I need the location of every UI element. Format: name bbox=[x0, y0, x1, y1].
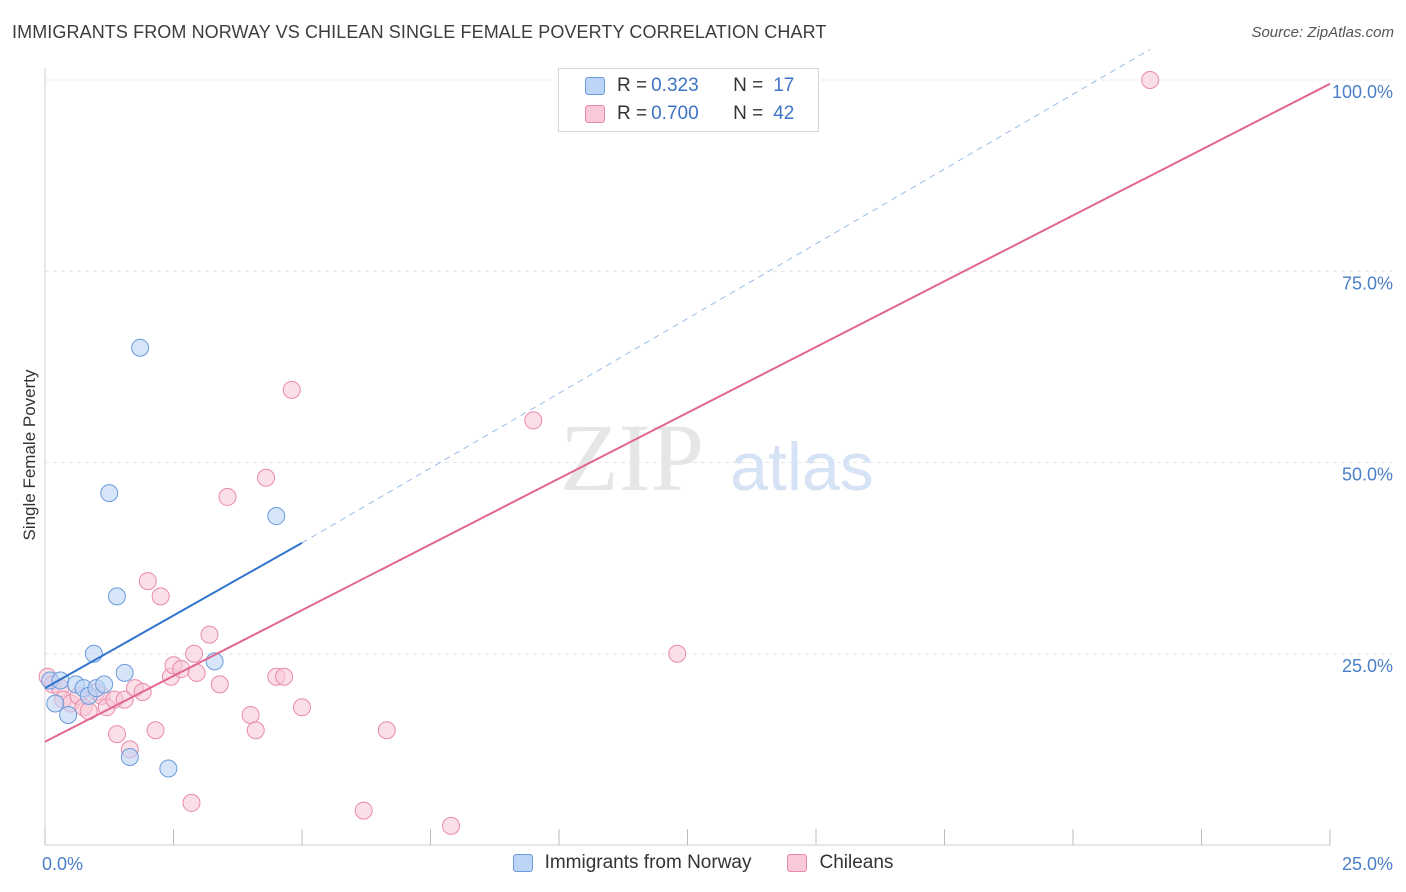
norway-n-label: N = bbox=[733, 75, 764, 96]
norway-r-label: R = bbox=[617, 75, 648, 96]
norway-point-1 bbox=[46, 694, 65, 713]
chile-swatch bbox=[585, 105, 605, 123]
chile-point-37 bbox=[377, 721, 396, 740]
legend-item-norway[interactable]: Immigrants from Norway bbox=[512, 852, 752, 874]
tick-labels: 25.0% 50.0% 75.0% 100.0% 0.0% 25.0% bbox=[42, 82, 1393, 874]
norway-point-9 bbox=[95, 675, 114, 694]
trend-lines bbox=[44, 48, 1331, 743]
norway-n-value: 17 bbox=[773, 75, 795, 96]
y-tick-label-0: 25.0% bbox=[1342, 656, 1393, 676]
chile-point-27 bbox=[210, 675, 229, 694]
chile-n-label: N = bbox=[733, 103, 764, 124]
source-credit: Source: ZipAtlas.com bbox=[1251, 24, 1394, 41]
norway-r-value: 0.323 bbox=[651, 75, 699, 96]
chile-point-24 bbox=[185, 644, 204, 663]
chile-point-39 bbox=[524, 411, 543, 430]
norway-point-12 bbox=[115, 663, 134, 682]
chile-point-33 bbox=[275, 667, 294, 686]
legend-item-chileans[interactable]: Chileans bbox=[787, 852, 893, 874]
norway-point-14 bbox=[131, 338, 150, 357]
norway-swatch bbox=[585, 77, 605, 95]
y-tick-label-3: 100.0% bbox=[1332, 82, 1393, 102]
chile-point-38 bbox=[442, 816, 461, 835]
chile-point-12 bbox=[107, 725, 126, 744]
watermark: ZIP atlas bbox=[560, 404, 874, 511]
chile-point-30 bbox=[246, 721, 265, 740]
chileans-points bbox=[38, 71, 1160, 835]
norway-point-15 bbox=[159, 759, 178, 778]
legend-row-norway: R = 0.323 N = 17 bbox=[585, 73, 794, 99]
chile-legend-label: Chileans bbox=[819, 852, 894, 873]
watermark-atlas: atlas bbox=[730, 429, 874, 505]
y-tick-label-2: 75.0% bbox=[1342, 273, 1393, 293]
y-tick-label-1: 50.0% bbox=[1342, 465, 1393, 485]
chile-point-29 bbox=[241, 705, 260, 724]
legend-row-chile: R = 0.700 N = 42 bbox=[585, 101, 794, 127]
chile-point-28 bbox=[218, 487, 237, 506]
chile-point-35 bbox=[293, 698, 311, 717]
chile-point-40 bbox=[668, 644, 687, 663]
chile-point-19 bbox=[151, 587, 170, 606]
chile-r-value: 0.700 bbox=[651, 103, 699, 124]
x-tick-label-1: 25.0% bbox=[1342, 854, 1393, 874]
chile-point-17 bbox=[138, 572, 157, 591]
norway-point-10 bbox=[100, 484, 119, 503]
norway-point-13 bbox=[120, 748, 139, 767]
norway-point-11 bbox=[107, 587, 126, 606]
norway-legend-swatch bbox=[512, 854, 533, 872]
norway-trend-extension bbox=[301, 48, 1151, 544]
norway-point-3 bbox=[59, 705, 78, 724]
chile-n-value: 42 bbox=[773, 103, 795, 124]
chile-point-36 bbox=[354, 801, 373, 820]
y-axis-label: Single Female Poverty bbox=[20, 369, 39, 541]
norway-point-17 bbox=[267, 507, 286, 526]
chile-point-26 bbox=[200, 625, 219, 644]
norway-legend-label: Immigrants from Norway bbox=[544, 852, 752, 873]
chile-trend-line bbox=[44, 82, 1331, 743]
chile-point-34 bbox=[282, 380, 301, 399]
chile-point-41 bbox=[1141, 71, 1160, 89]
chile-point-18 bbox=[146, 721, 165, 740]
chile-point-23 bbox=[182, 793, 201, 812]
correlation-legend: R = 0.323 N = 17 R = 0.700 N = 42 bbox=[558, 68, 819, 132]
x-tick-label-0: 0.0% bbox=[42, 854, 83, 874]
axes bbox=[44, 68, 1331, 846]
series-legend: Immigrants from Norway Chileans bbox=[0, 852, 1406, 874]
watermark-zip: ZIP bbox=[560, 404, 704, 511]
chart-title: IMMIGRANTS FROM NORWAY VS CHILEAN SINGLE… bbox=[12, 22, 827, 42]
chile-r-label: R = bbox=[617, 103, 648, 124]
chile-legend-swatch bbox=[787, 854, 808, 872]
chile-point-31 bbox=[257, 468, 276, 487]
norway-trend-line bbox=[44, 541, 303, 690]
gridlines bbox=[45, 79, 1392, 655]
